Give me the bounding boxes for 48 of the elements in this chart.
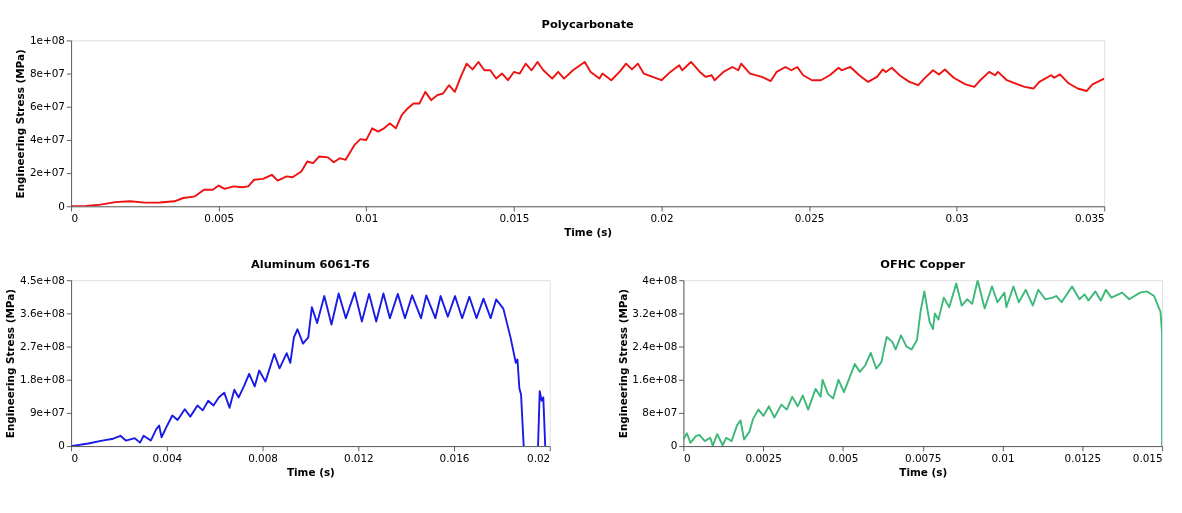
y-axis-title: Engineering Stress (MPa) (14, 49, 27, 199)
y-tick-label: 8e+07 (642, 406, 678, 419)
x-tick-label: 0.0125 (1064, 451, 1101, 464)
chart-title: Aluminum 6061-T6 (251, 256, 370, 271)
x-tick-label: 0.005 (204, 211, 235, 224)
x-tick-label: 0.008 (248, 451, 278, 464)
y-tick-label: 4e+07 (29, 133, 65, 146)
x-tick-label: 0.03 (945, 211, 969, 224)
x-tick-label: 0.005 (828, 451, 859, 464)
x-axis-title: Time (s) (286, 465, 335, 478)
x-tick-label: 0.015 (1132, 451, 1163, 464)
y-tick-label: 2e+07 (29, 166, 65, 179)
x-tick-label: 0.01 (991, 451, 1015, 464)
x-axis-title: Time (s) (899, 465, 948, 478)
y-tick-label: 3.2e+08 (632, 306, 678, 319)
y-tick-label: 0 (670, 439, 678, 452)
x-tick-label: 0.004 (152, 451, 183, 464)
x-tick-label: 0.0075 (905, 451, 942, 464)
y-tick-label: 1e+08 (29, 33, 65, 46)
y-axis-title: Engineering Stress (MPa) (4, 289, 17, 439)
y-tick-label: 4e+08 (642, 273, 678, 286)
x-tick-label: 0.016 (439, 451, 470, 464)
x-tick-label: 0.01 (355, 211, 379, 224)
x-tick-label: 0.035 (1074, 211, 1105, 224)
y-tick-label: 6e+07 (29, 100, 65, 113)
y-tick-label: 2.4e+08 (632, 339, 678, 352)
x-tick-label: 0.0025 (745, 451, 782, 464)
x-tick-label: 0.02 (527, 451, 551, 464)
y-tick-label: 1.6e+08 (632, 373, 678, 386)
x-tick-label: 0 (683, 451, 691, 464)
chart-title: OFHC Copper (880, 256, 966, 271)
y-tick-label: 8e+07 (29, 66, 65, 79)
y-tick-label: 4.5e+08 (20, 273, 65, 286)
y-tick-label: 0 (58, 199, 65, 212)
x-axis-title: Time (s) (564, 226, 613, 239)
x-tick-label: 0 (71, 211, 79, 224)
x-tick-label: 0.012 (343, 451, 374, 464)
x-tick-label: 0.015 (499, 211, 530, 224)
chart-title: Polycarbonate (541, 17, 635, 32)
y-tick-label: 0 (58, 439, 65, 452)
x-tick-label: 0 (71, 451, 79, 464)
y-tick-label: 1.8e+08 (20, 373, 65, 386)
y-tick-label: 3.6e+08 (20, 306, 65, 319)
y-tick-label: 2.7e+08 (20, 339, 65, 352)
y-tick-label: 9e+07 (29, 406, 65, 419)
y-axis-title: Engineering Stress (MPa) (616, 289, 629, 439)
x-tick-label: 0.02 (650, 211, 674, 224)
x-tick-label: 0.025 (794, 211, 825, 224)
